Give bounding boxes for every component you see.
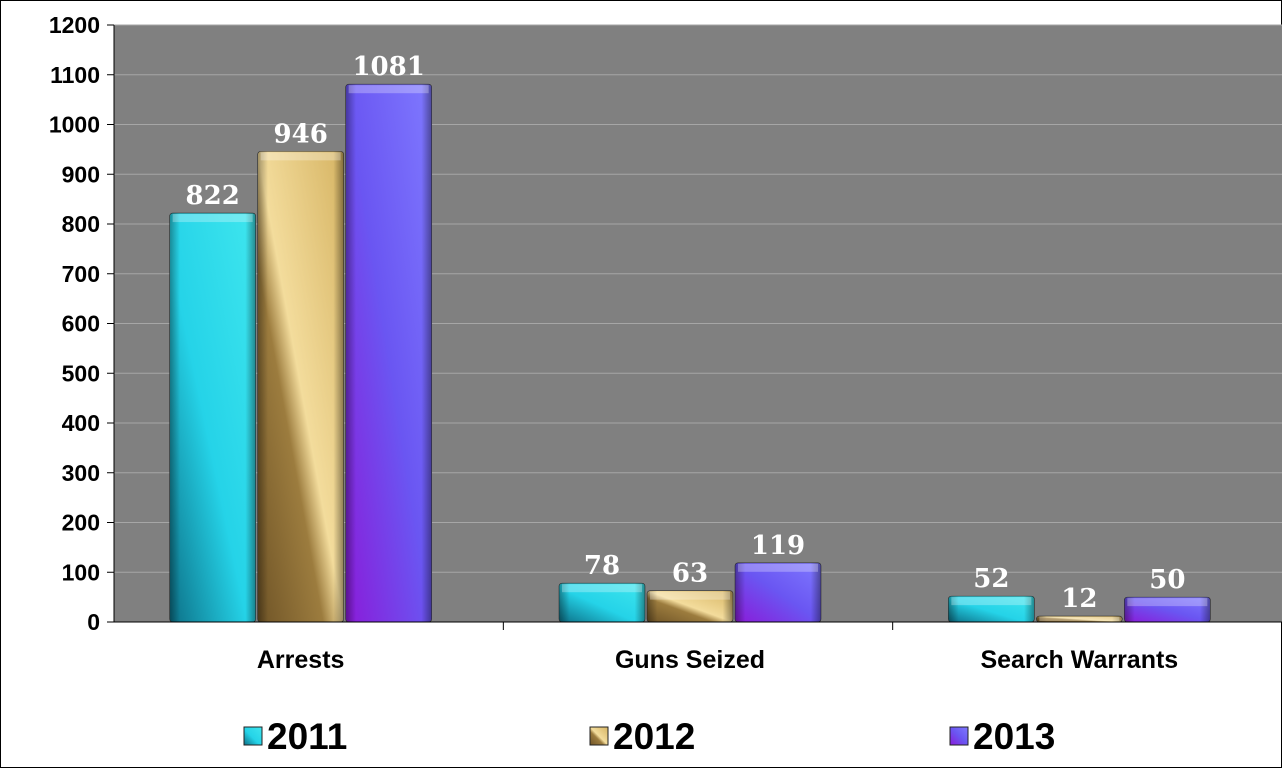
data-label: 946 [274, 119, 328, 149]
data-label: 119 [751, 531, 805, 561]
y-tick-label: 800 [62, 211, 100, 237]
bar-bevel [951, 597, 1032, 606]
bar-shading [735, 562, 821, 622]
bar-shading [559, 583, 645, 622]
x-tick-label: Arrests [257, 646, 345, 674]
axes: 0 100 200 300 400 500 600 700 800 900 1000 1100 1200… [49, 12, 1282, 674]
legend-swatch [589, 726, 609, 746]
legend-swatch [243, 726, 263, 746]
bar-shading [948, 596, 1035, 622]
bar-shading [257, 151, 344, 623]
data-labels: 822 946 1081 78 63 119 52 12 50 [186, 52, 1186, 614]
y-tick-label: 900 [62, 161, 100, 187]
bar-bevel [260, 152, 341, 161]
x-tick-label: Guns Seized [615, 646, 765, 674]
bar-shading [345, 84, 432, 622]
data-label: 63 [672, 559, 708, 589]
bar-bevel [738, 563, 818, 572]
data-label: 52 [973, 564, 1009, 594]
y-tick-label: 300 [62, 460, 100, 486]
bar-bevel [562, 584, 642, 593]
bar-bevel [348, 85, 429, 94]
x-tick-label: Search Warrants [980, 646, 1178, 674]
data-label: 50 [1149, 565, 1185, 595]
data-label: 822 [186, 181, 240, 211]
legend-label: 2011 [267, 716, 347, 757]
data-label: 12 [1061, 584, 1097, 614]
legend-label: 2012 [613, 716, 695, 757]
legend: 2011 2012 2013 [243, 716, 1055, 757]
y-tick-label: 0 [87, 609, 100, 635]
data-label: 1081 [352, 52, 424, 82]
bar-shading [1124, 597, 1211, 622]
y-tick-label: 1100 [50, 62, 100, 88]
bar-shading [647, 590, 733, 622]
bar-shading [169, 213, 256, 622]
y-tick-label: 400 [62, 410, 100, 436]
y-tick-label: 1200 [49, 12, 100, 38]
y-tick-label: 100 [62, 559, 100, 585]
bar-shading [1036, 616, 1123, 622]
bar-bevel [1039, 617, 1120, 621]
bar-bevel [172, 214, 253, 223]
bars [169, 83, 1211, 623]
bar-bevel [650, 591, 730, 600]
y-tick-label: 1000 [49, 112, 100, 138]
y-tick-label: 600 [62, 311, 100, 337]
bar-bevel [1127, 598, 1208, 607]
y-tick-label: 500 [62, 360, 100, 386]
y-tick-label: 200 [62, 510, 100, 536]
data-label: 78 [584, 551, 620, 581]
legend-label: 2013 [973, 716, 1055, 757]
legend-swatch [949, 726, 969, 746]
y-tick-label: 700 [62, 261, 100, 287]
